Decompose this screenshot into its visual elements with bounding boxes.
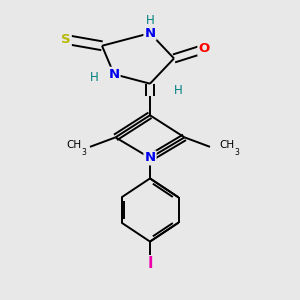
Text: N: N — [144, 27, 156, 40]
Text: S: S — [61, 33, 71, 46]
Text: I: I — [147, 256, 153, 271]
Text: H: H — [146, 14, 154, 27]
Text: N: N — [144, 152, 156, 164]
Text: H: H — [174, 83, 183, 97]
Text: N: N — [108, 68, 120, 81]
Text: O: O — [198, 42, 210, 56]
Text: 3: 3 — [235, 148, 239, 157]
Text: CH: CH — [219, 140, 234, 150]
Text: H: H — [90, 71, 99, 84]
Text: CH: CH — [66, 140, 81, 150]
Text: 3: 3 — [82, 148, 86, 157]
